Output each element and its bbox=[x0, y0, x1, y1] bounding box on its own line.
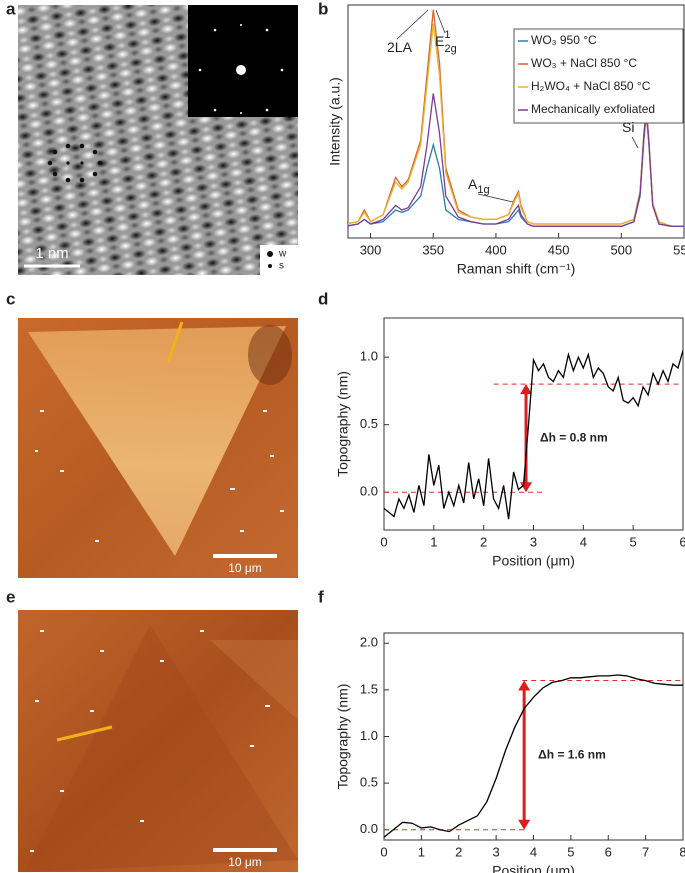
panel-label: b bbox=[318, 0, 328, 18]
panel-label: a bbox=[6, 0, 16, 18]
legend-label: WO₃ + NaCl 850 °C bbox=[531, 56, 637, 70]
x-tick-label: 4 bbox=[580, 534, 587, 549]
x-tick-label: 450 bbox=[548, 242, 570, 257]
arrow-head bbox=[520, 384, 533, 395]
y-tick-label: 2.0 bbox=[360, 635, 378, 650]
x-tick-label: 5 bbox=[630, 534, 637, 549]
peak-label-sub: 1g bbox=[477, 184, 489, 196]
y-tick-label: 0.5 bbox=[360, 775, 378, 790]
x-tick-label: 550 bbox=[673, 242, 685, 257]
peak-pointer bbox=[477, 193, 514, 203]
peak-label: A1g bbox=[468, 176, 490, 196]
y-axis-label: Intensity (a.u.) bbox=[327, 77, 343, 166]
plot-frame bbox=[383, 317, 684, 531]
flake bbox=[210, 640, 298, 720]
y-tick-label: 0.0 bbox=[360, 484, 378, 499]
profile-line bbox=[56, 725, 113, 742]
y-tick-label: 1.0 bbox=[360, 349, 378, 364]
x-tick-label: 2 bbox=[480, 534, 487, 549]
panel-label: e bbox=[6, 587, 15, 606]
flake bbox=[25, 625, 298, 872]
peak-pointer bbox=[396, 9, 429, 40]
x-tick-label: 300 bbox=[360, 242, 382, 257]
annotation: Δh = 0.8 nm bbox=[540, 430, 608, 444]
y-tick-label: 0.5 bbox=[360, 416, 378, 431]
peak-pointer bbox=[435, 9, 446, 34]
particles bbox=[30, 630, 270, 852]
data-line bbox=[384, 674, 683, 838]
x-tick-label: 1 bbox=[418, 844, 425, 859]
peak-label: 2LA bbox=[387, 39, 413, 55]
x-tick-label: 3 bbox=[493, 844, 500, 859]
legend-dot bbox=[267, 251, 273, 257]
legend-label: w bbox=[278, 249, 287, 260]
peak-label-main: Si bbox=[622, 119, 634, 135]
x-tick-label: 400 bbox=[485, 242, 507, 257]
panel-label: c bbox=[6, 289, 15, 308]
y-tick-label: 1.0 bbox=[360, 728, 378, 743]
x-tick-label: 2 bbox=[455, 844, 462, 859]
arrow-head bbox=[518, 680, 531, 691]
y-tick-label: 1.5 bbox=[360, 681, 378, 696]
x-tick-label: 1 bbox=[430, 534, 437, 549]
peak-pointer bbox=[631, 136, 639, 149]
y-axis-label: Topography (nm) bbox=[335, 371, 351, 477]
x-tick-label: 6 bbox=[679, 534, 685, 549]
atom-legend bbox=[260, 245, 298, 275]
particles bbox=[35, 410, 284, 542]
data-line bbox=[348, 93, 684, 227]
panel-label: f bbox=[318, 587, 324, 606]
peak-label: Si bbox=[622, 119, 634, 135]
scale-bar-label: 10 μm bbox=[228, 561, 262, 575]
plot-frame bbox=[383, 632, 684, 841]
x-tick-label: 7 bbox=[642, 844, 649, 859]
peak-label-sup: 1 bbox=[444, 29, 450, 41]
profile-line bbox=[166, 321, 184, 363]
x-tick-label: 8 bbox=[679, 844, 685, 859]
x-axis-label: Position (μm) bbox=[492, 863, 575, 873]
x-tick-label: 3 bbox=[530, 534, 537, 549]
x-axis-label: Raman shift (cm⁻¹) bbox=[457, 261, 576, 277]
peak-label-sub: 2g bbox=[444, 43, 456, 55]
legend-label: s bbox=[279, 261, 284, 272]
scale-bar-label: 1 nm bbox=[35, 245, 68, 262]
legend-label: WO₃ 950 °C bbox=[531, 33, 597, 47]
flake bbox=[28, 326, 286, 556]
x-tick-label: 0 bbox=[380, 844, 387, 859]
dark-region bbox=[248, 325, 292, 385]
atom-ring bbox=[47, 143, 103, 183]
y-axis-label: Topography (nm) bbox=[335, 684, 351, 790]
x-axis-label: Position (μm) bbox=[492, 553, 575, 569]
x-tick-label: 5 bbox=[567, 844, 574, 859]
afm-image bbox=[18, 610, 298, 872]
x-tick-label: 350 bbox=[422, 242, 444, 257]
peak-label-main: E bbox=[435, 33, 444, 49]
x-tick-label: 6 bbox=[605, 844, 612, 859]
diffraction-inset bbox=[188, 5, 298, 117]
x-tick-label: 500 bbox=[610, 242, 632, 257]
arrow-head bbox=[518, 819, 531, 830]
panel-label: d bbox=[318, 289, 328, 308]
plot-frame bbox=[347, 4, 685, 239]
annotation: Δh = 1.6 nm bbox=[538, 747, 606, 761]
legend-dot bbox=[268, 264, 272, 268]
legend-box bbox=[513, 28, 684, 124]
x-tick-label: 4 bbox=[530, 844, 537, 859]
y-tick-label: 0.0 bbox=[360, 821, 378, 836]
diffraction-spots bbox=[198, 24, 284, 114]
x-tick-label: 0 bbox=[380, 534, 387, 549]
legend-label: Mechanically exfoliated bbox=[531, 102, 655, 116]
peak-label-main: 2LA bbox=[387, 39, 413, 55]
legend-label: H₂WO₄ + NaCl 850 °C bbox=[531, 79, 651, 93]
peak-label-main: A bbox=[468, 176, 478, 192]
data-line bbox=[384, 350, 683, 520]
scale-bar-label: 10 μm bbox=[228, 855, 262, 869]
peak-label: E1 2g bbox=[435, 29, 457, 55]
